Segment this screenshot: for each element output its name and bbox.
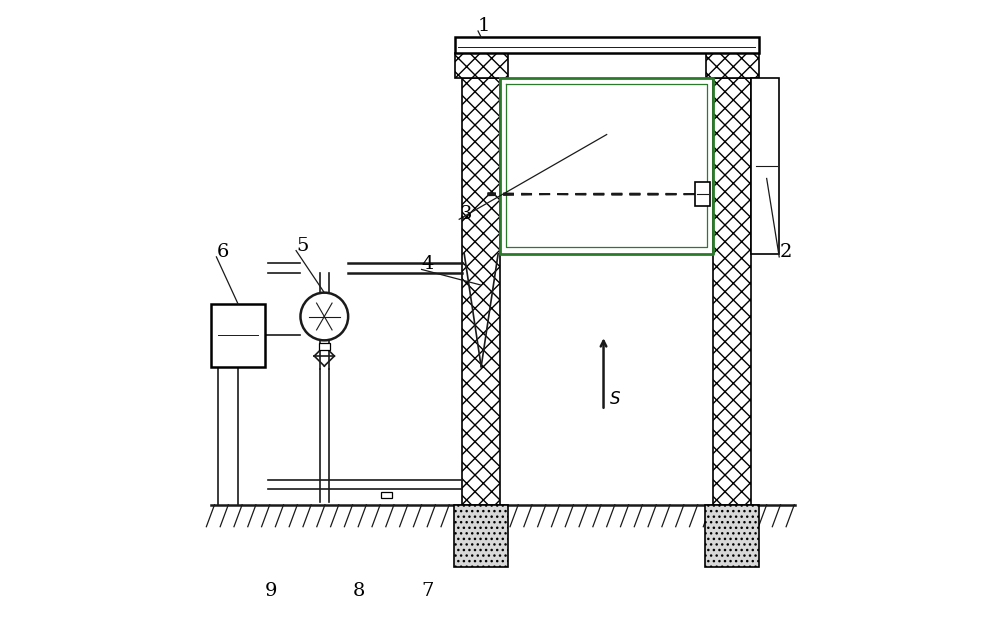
Text: 8: 8 [353, 582, 365, 599]
Bar [751, 78, 779, 254]
Circle shape [300, 292, 348, 341]
Text: 5: 5 [296, 237, 308, 254]
Text: 6: 6 [216, 243, 229, 261]
Bar [454, 505, 508, 567]
Text: 9: 9 [265, 582, 277, 599]
Bar [211, 304, 265, 367]
Text: 1: 1 [478, 17, 490, 35]
Text: $S$: $S$ [609, 391, 621, 408]
Bar [713, 78, 751, 505]
Text: 3: 3 [459, 205, 472, 223]
Bar [706, 53, 759, 78]
Bar [381, 492, 392, 498]
Bar [319, 343, 330, 350]
Text: 2: 2 [779, 243, 792, 261]
Text: 7: 7 [422, 582, 434, 599]
Bar [462, 78, 500, 505]
Bar [455, 37, 759, 53]
Bar [695, 182, 710, 206]
Bar [455, 53, 508, 78]
Text: 4: 4 [422, 256, 434, 273]
Bar [705, 505, 759, 567]
